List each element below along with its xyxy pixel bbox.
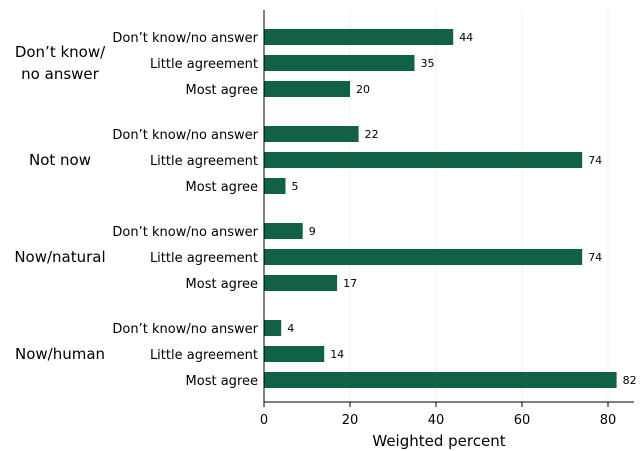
category-label: Most agree: [186, 180, 258, 195]
category-label: Don’t know/no answer: [112, 31, 258, 46]
value-label: 9: [309, 225, 316, 238]
value-label: 4: [287, 322, 294, 335]
category-label: Don’t know/no answer: [112, 225, 258, 240]
grid-layer: [349, 10, 609, 402]
value-label: 74: [588, 154, 602, 167]
value-label: 22: [365, 128, 379, 141]
category-label: Most agree: [186, 277, 258, 292]
value-label: 14: [330, 348, 344, 361]
bar-group3-2: [264, 249, 583, 265]
x-tick-label: 40: [428, 413, 445, 428]
category-label: Little agreement: [150, 251, 258, 266]
x-tick-label: 20: [342, 413, 359, 428]
value-label: 5: [292, 180, 299, 193]
category-label: Most agree: [186, 374, 258, 389]
value-label: 35: [421, 57, 435, 70]
bar-group2-2: [264, 152, 583, 168]
axis-layer: 0 20 40 60 80: [260, 10, 634, 428]
bar-group4-1: [264, 320, 282, 336]
value-label: 17: [343, 277, 357, 290]
category-label: Don’t know/no answer: [112, 322, 258, 337]
category-label: Most agree: [186, 83, 258, 98]
value-label: 82: [623, 374, 637, 387]
category-label: Little agreement: [150, 57, 258, 72]
bar-group4-2: [264, 346, 325, 362]
bar-group1-1: [264, 29, 454, 45]
value-label: 20: [356, 83, 370, 96]
bar-layer: [264, 29, 617, 388]
bar-group4-3: [264, 372, 617, 388]
group-label: no answer: [21, 65, 99, 83]
bar-group1-3: [264, 81, 350, 97]
bar-group3-1: [264, 223, 303, 239]
category-label: Little agreement: [150, 348, 258, 363]
category-label: Little agreement: [150, 154, 258, 169]
bar-group3-3: [264, 275, 338, 291]
value-label: 44: [459, 31, 473, 44]
bar-group2-3: [264, 178, 286, 194]
group-label: Don’t know/: [15, 43, 106, 61]
value-label: 74: [588, 251, 602, 264]
x-tick-label: 60: [514, 413, 531, 428]
group-label: Now/human: [15, 345, 105, 363]
x-tick-label: 80: [600, 413, 617, 428]
category-label: Don’t know/no answer: [112, 128, 258, 143]
group-label: Now/natural: [14, 248, 105, 266]
bar-group2-1: [264, 126, 359, 142]
x-axis-title: Weighted percent: [372, 432, 505, 450]
label-layer: Don’t know/no answer 44 Little agreement 35…: [14, 31, 636, 389]
group-label: Not now: [29, 151, 91, 169]
bar-group1-2: [264, 55, 415, 71]
x-tick-label: 0: [260, 413, 268, 428]
